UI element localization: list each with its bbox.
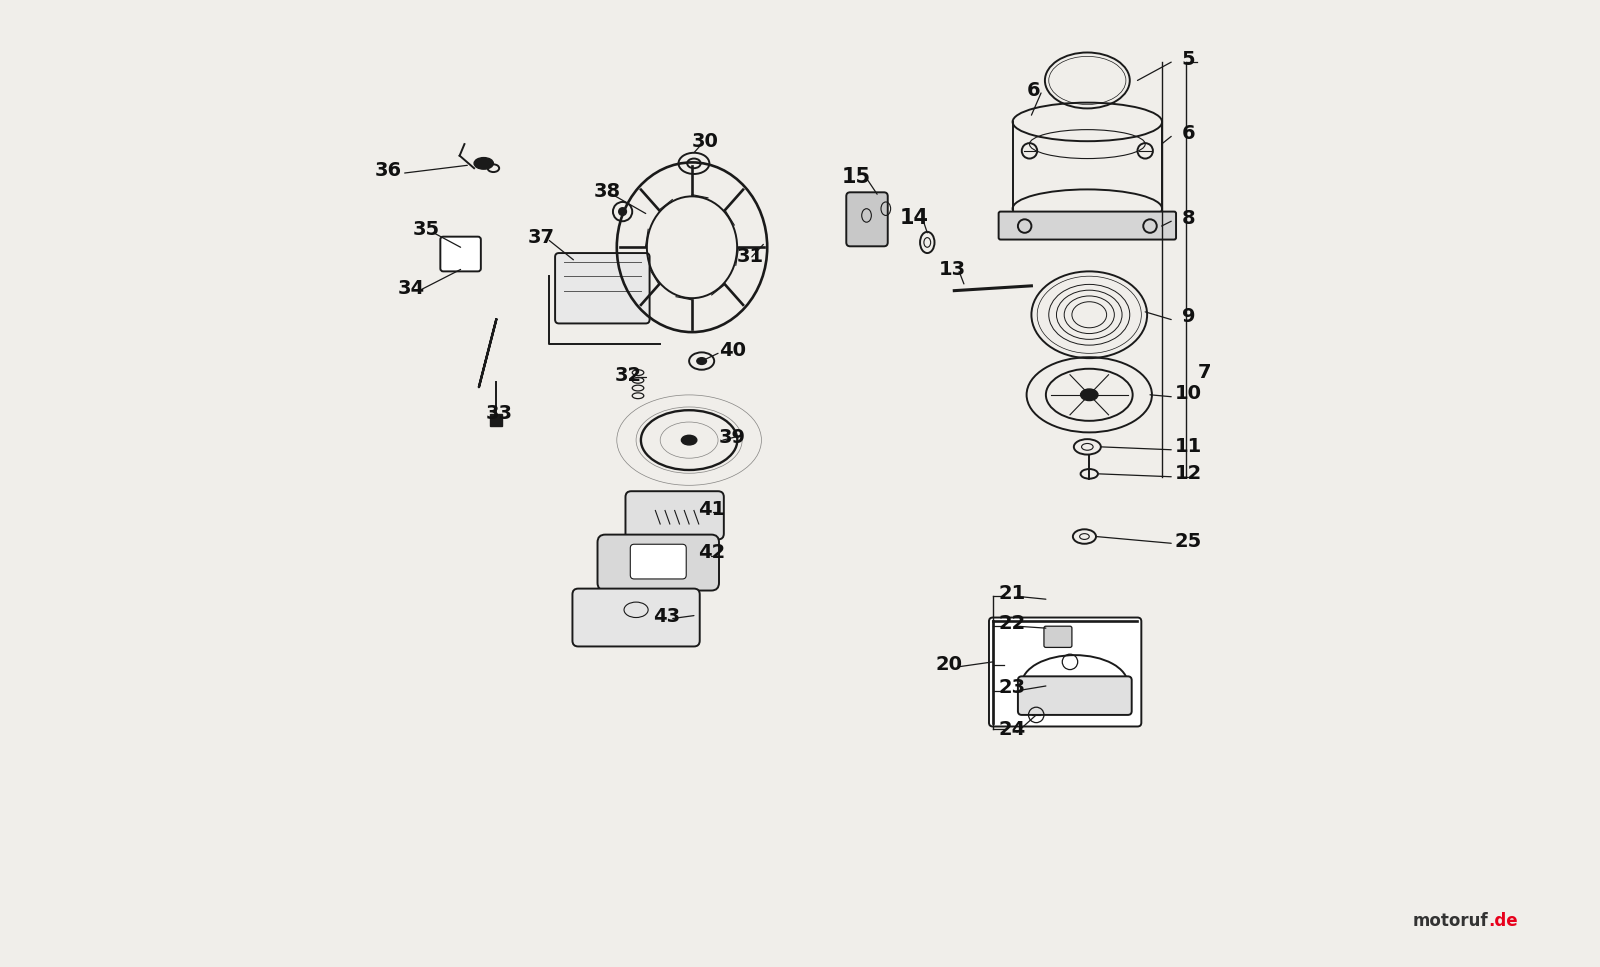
FancyBboxPatch shape — [630, 544, 686, 579]
FancyBboxPatch shape — [1043, 627, 1072, 648]
Text: 30: 30 — [693, 132, 718, 151]
FancyBboxPatch shape — [440, 237, 482, 272]
Ellipse shape — [698, 358, 707, 365]
Text: 9: 9 — [1182, 308, 1195, 326]
Text: 41: 41 — [698, 500, 725, 519]
Text: 11: 11 — [1174, 437, 1202, 456]
Text: 6: 6 — [1027, 80, 1040, 100]
Text: 32: 32 — [614, 366, 642, 385]
Text: 14: 14 — [899, 208, 928, 228]
Text: 39: 39 — [718, 427, 746, 447]
FancyBboxPatch shape — [597, 535, 718, 591]
Text: motoruf: motoruf — [1413, 912, 1488, 930]
Text: 34: 34 — [398, 279, 426, 298]
Text: 23: 23 — [998, 679, 1026, 697]
Ellipse shape — [1080, 389, 1098, 400]
Text: 12: 12 — [1174, 464, 1202, 484]
Text: 13: 13 — [939, 260, 966, 278]
Text: 15: 15 — [842, 167, 870, 187]
FancyBboxPatch shape — [998, 212, 1176, 240]
Text: 25: 25 — [1174, 532, 1202, 551]
Text: 7: 7 — [1198, 364, 1211, 382]
FancyBboxPatch shape — [573, 589, 699, 647]
Ellipse shape — [474, 158, 493, 169]
Text: 33: 33 — [486, 403, 512, 423]
Text: 5: 5 — [1182, 49, 1195, 69]
Bar — [491, 414, 502, 425]
Text: 8: 8 — [1182, 209, 1195, 228]
Text: 35: 35 — [413, 220, 440, 240]
Text: 36: 36 — [374, 161, 402, 180]
Text: 40: 40 — [718, 341, 746, 360]
Text: .de: .de — [1488, 912, 1518, 930]
Text: 22: 22 — [998, 614, 1026, 632]
Ellipse shape — [682, 435, 698, 445]
Circle shape — [619, 208, 627, 216]
Text: 43: 43 — [653, 607, 680, 626]
Text: 6: 6 — [1182, 124, 1195, 143]
Text: 20: 20 — [936, 656, 963, 674]
FancyBboxPatch shape — [1018, 676, 1131, 715]
FancyBboxPatch shape — [989, 618, 1141, 726]
Text: 42: 42 — [698, 543, 725, 563]
FancyBboxPatch shape — [846, 192, 888, 247]
Text: 37: 37 — [528, 228, 555, 248]
FancyBboxPatch shape — [626, 491, 723, 540]
Text: 38: 38 — [594, 182, 621, 201]
Text: 21: 21 — [998, 584, 1026, 602]
Text: 10: 10 — [1174, 384, 1202, 403]
Text: 24: 24 — [998, 719, 1026, 739]
Text: 31: 31 — [736, 248, 763, 266]
FancyBboxPatch shape — [555, 253, 650, 323]
